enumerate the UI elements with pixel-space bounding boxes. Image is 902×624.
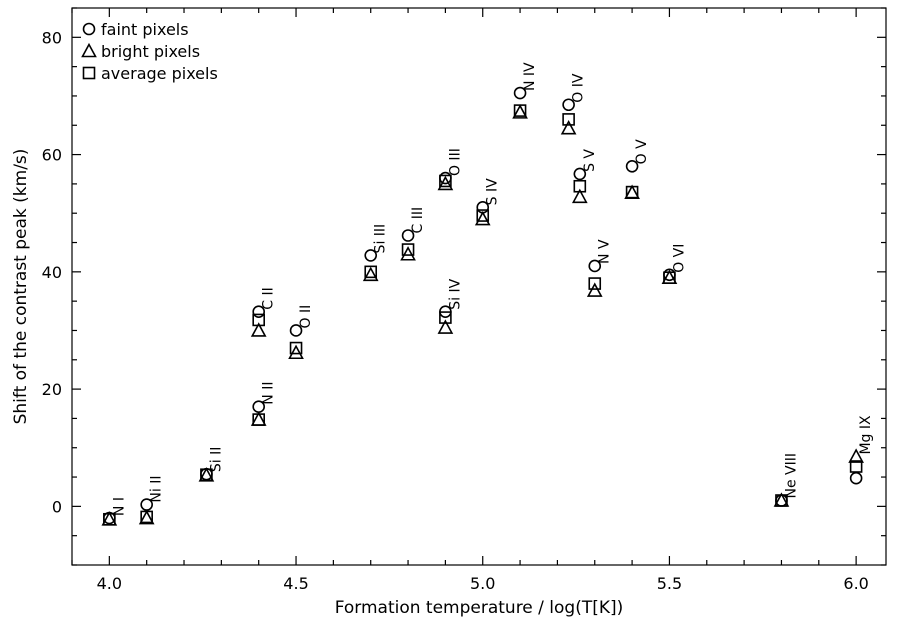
ion-label: Ne VIII [783,453,799,499]
faint-marker [252,305,265,319]
legend-average-label: average pixels [101,64,218,83]
legend-bright-label: bright pixels [101,42,200,61]
average-marker [103,512,116,526]
legend-faint-label: faint pixels [101,20,189,39]
ion-label: O II [298,305,314,329]
average-marker [513,104,527,117]
average-marker [439,311,452,324]
average-marker [200,468,213,482]
average-marker [252,413,265,426]
x-tick-label: 5.5 [657,574,682,593]
average-marker [439,174,452,188]
x-tick-label: 4.0 [97,574,122,593]
faint-marker [562,98,575,112]
bright-marker [138,509,155,525]
ion-label: N II [261,382,277,405]
ion-label: O VI [671,244,687,273]
average-marker [663,271,676,285]
faint-marker [849,471,863,485]
y-tick-label: 0 [52,497,62,516]
ion-label: N IV [522,62,538,91]
ion-label: Mg IX [858,415,874,455]
data-markers [101,86,864,526]
average-marker [140,510,153,524]
y-tick-label: 60 [42,146,62,165]
x-tick-label: 5.0 [470,574,495,593]
y-tick-label: 40 [42,263,62,282]
ion-label: C III [410,207,426,234]
faint-marker [588,259,602,273]
ion-label: N I [111,497,127,516]
average-marker [401,243,415,256]
average-marker [364,265,378,279]
bright-marker [571,188,588,204]
average-marker [562,113,575,126]
ion-labels: N I Ni II Si II C II N II O II Si III C III O II… [111,62,874,516]
average-marker [849,460,863,473]
axes-frame [71,7,887,566]
ion-label: S IV [485,178,501,205]
bright-marker [560,120,577,135]
bright-marker [624,184,640,199]
bright-marker [437,319,454,334]
faint-marker [364,249,378,262]
faint-marker [82,22,96,36]
bright-marker [81,42,97,58]
faint-marker [573,167,587,181]
ion-label: Ni II [149,476,165,503]
faint-marker [289,324,303,337]
average-marker [625,185,639,199]
legend: faint pixels bright pixels average pixels [81,20,218,83]
x-axis-title: Formation temperature / log(T[K]) [335,598,624,618]
average-marker [82,66,96,80]
bright-marker [474,210,491,226]
bright-marker [848,448,864,463]
bright-marker [512,104,528,119]
plot-frame [71,7,887,566]
bright-marker [288,344,304,360]
faint-marker [513,86,527,100]
bright-marker [362,266,379,282]
ion-label: Si II [208,447,224,472]
y-axis-title: Shift of the contrast peak (km/s) [11,149,31,425]
y-tick-label: 20 [42,380,62,399]
y-tick-label: 80 [42,28,62,47]
bright-marker [437,175,454,191]
ion-label: O III [447,148,463,176]
ion-label: O V [634,139,650,164]
x-tick-label: 6.0 [843,574,868,593]
bright-marker [586,282,603,297]
bright-marker [250,322,267,337]
faint-marker [401,229,415,242]
bright-marker [400,246,416,261]
average-marker [476,209,490,222]
ion-label: N V [597,239,613,264]
ion-label: O IV [571,73,587,103]
axis-ticks: 4.0 4.5 5.0 5.5 6.0 0 20 40 60 80 [42,7,886,593]
ion-label: Si IV [447,278,463,309]
ion-label: S V [582,149,598,172]
ion-label: C II [261,287,277,309]
average-marker [289,341,303,355]
ion-label: Si III [373,224,389,254]
faint-marker [625,160,639,173]
average-marker [252,313,265,327]
average-marker [775,494,788,507]
x-tick-label: 4.5 [283,574,308,593]
average-marker [573,179,587,193]
average-marker [588,277,602,290]
